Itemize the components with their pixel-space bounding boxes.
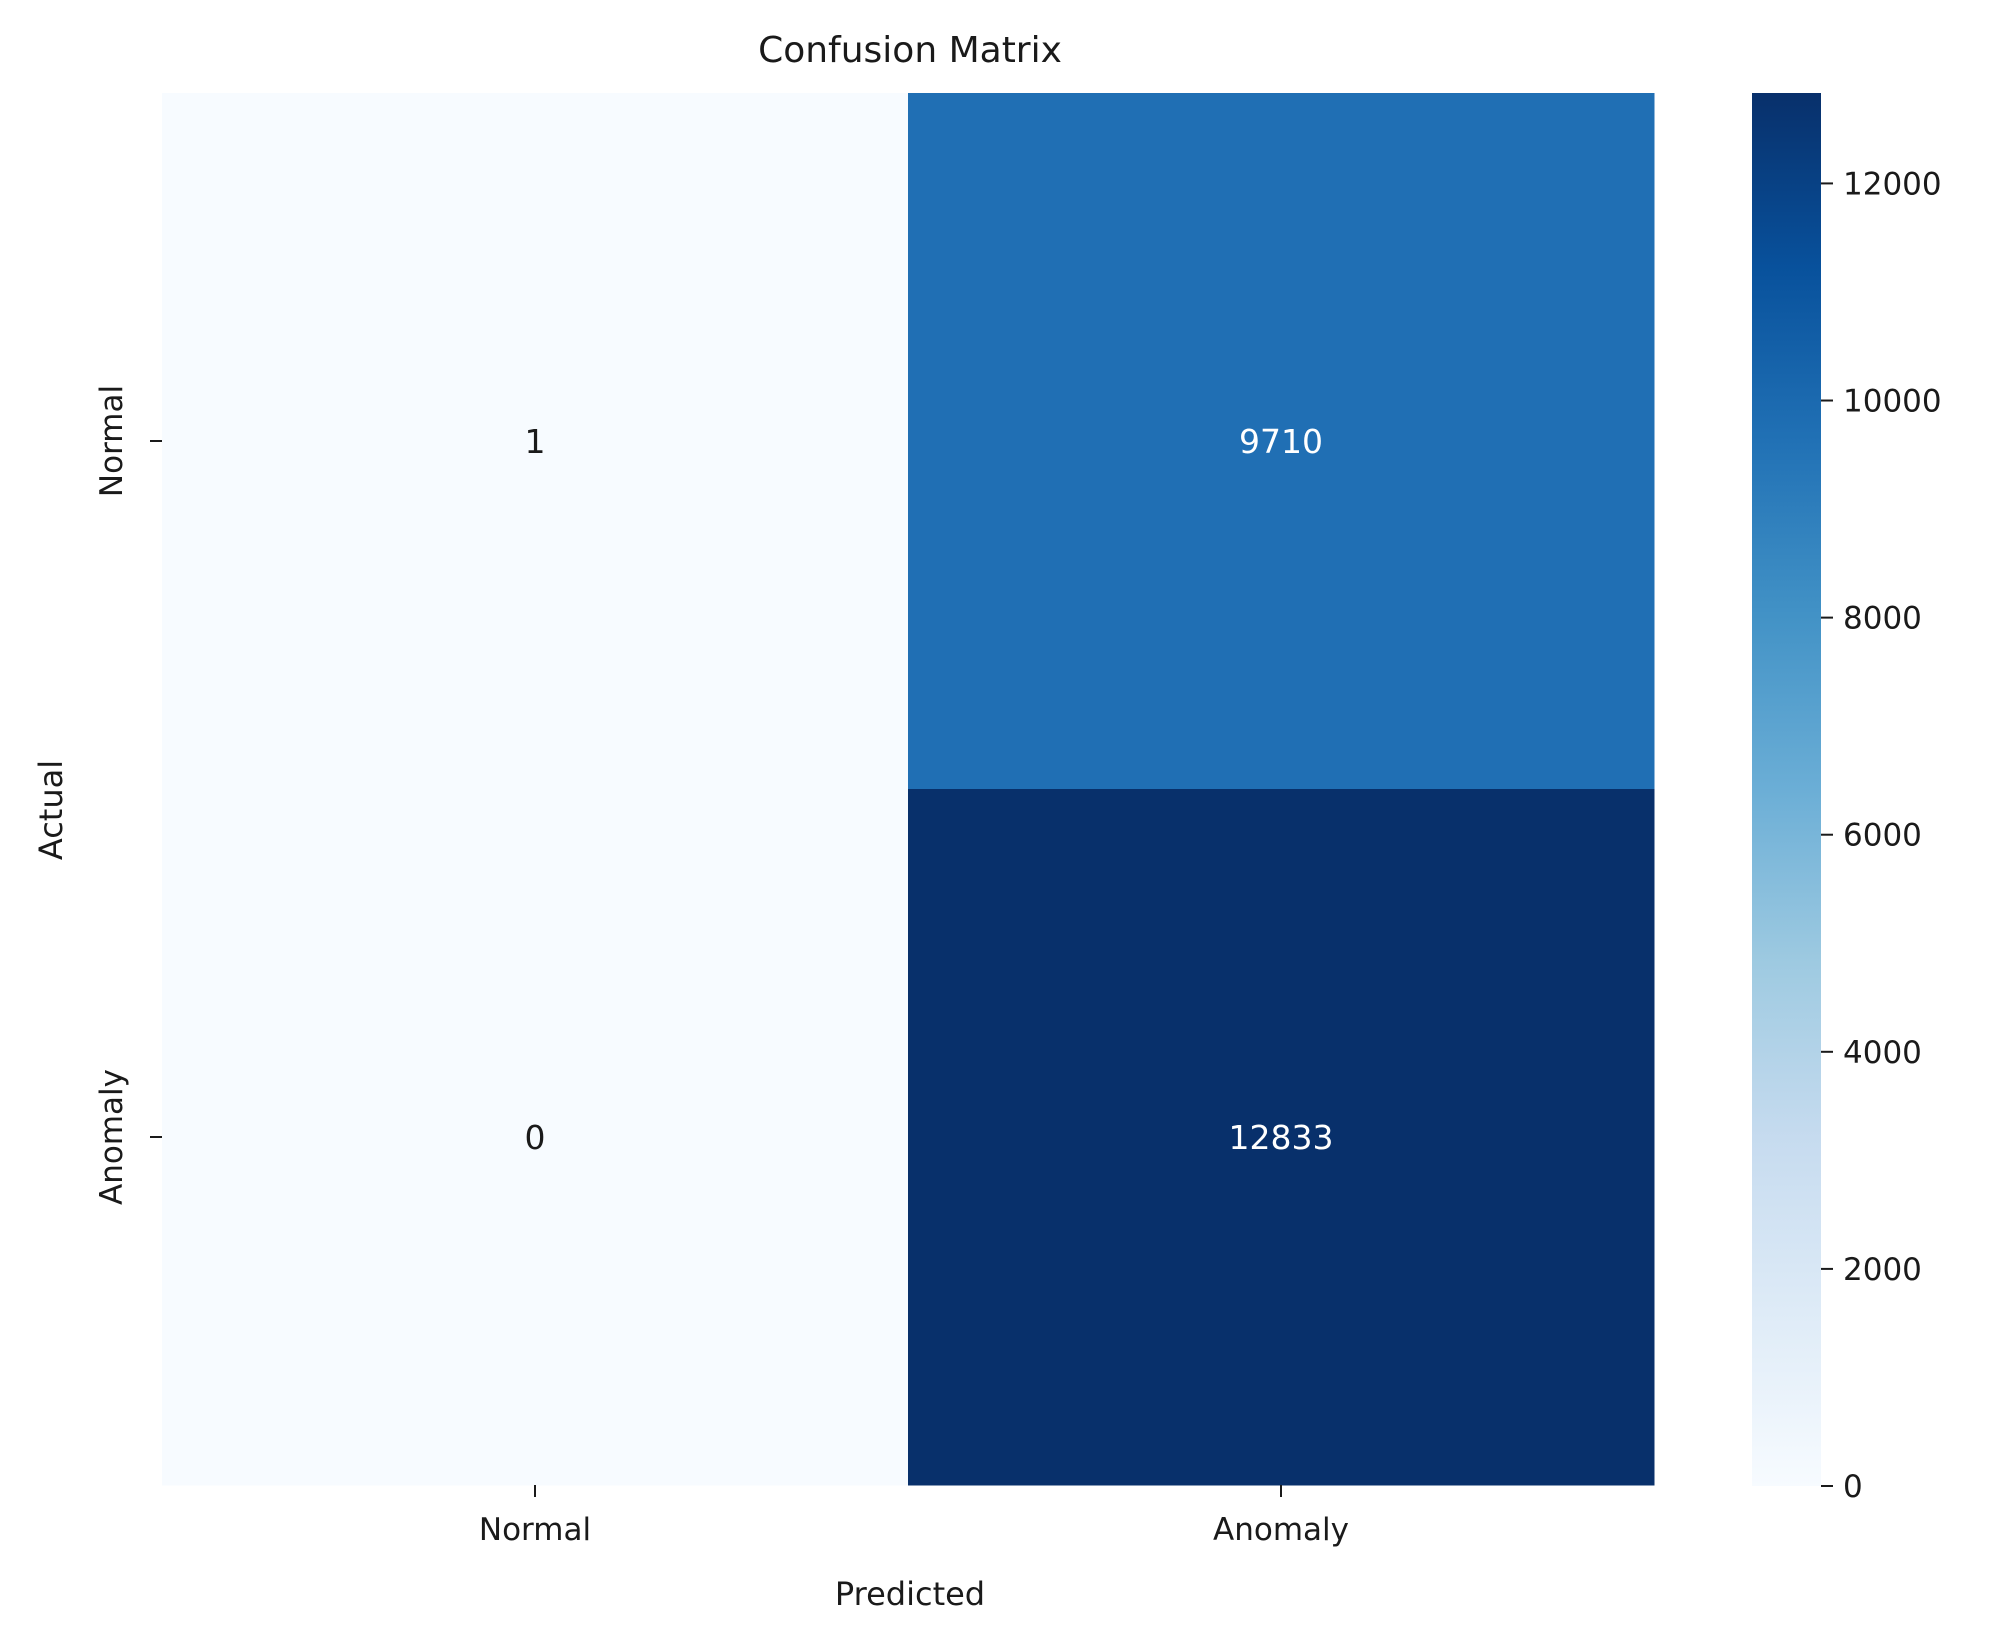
x-axis-label: Predicted [835,1575,985,1613]
colorbar-ticks: 0 2000 4000 6000 8000 10000 12000 [1821,166,1942,1505]
heatmap-cell [162,93,909,790]
heatmap-cell [908,789,1655,1486]
colorbar-tick-label: 12000 [1843,166,1942,202]
heatmap-cell-label: 0 [525,1118,546,1157]
x-tick-label: Normal [479,1512,591,1548]
colorbar-tick-label: 2000 [1843,1252,1922,1288]
y-tick-label: Normal [94,385,130,497]
x-tick-label: Anomaly [1213,1512,1349,1548]
heatmap-cell-labels: 1 9710 0 12833 [525,422,1334,1157]
colorbar-tick-label: 4000 [1843,1035,1922,1071]
y-tick-label: Anomaly [94,1069,130,1205]
heatmap-cells [162,93,1655,1486]
heatmap-cell-label: 12833 [1229,1118,1334,1157]
heatmap-cell-label: 9710 [1239,422,1323,461]
colorbar-tick-label: 10000 [1843,384,1942,420]
y-axis-label: Actual [32,760,70,860]
x-axis-ticks: Normal Anomaly [479,1485,1349,1548]
y-axis-ticks: Normal Anomaly [94,385,162,1205]
colorbar [1752,93,1821,1486]
heatmap-cell-label: 1 [525,422,546,461]
colorbar-tick-label: 6000 [1843,818,1922,854]
colorbar-tick-label: 8000 [1843,601,1922,637]
heatmap-cell [162,789,909,1486]
colorbar-tick-label: 0 [1843,1469,1863,1505]
heatmap-cell [908,93,1655,790]
chart-title: Confusion Matrix [758,30,1062,71]
